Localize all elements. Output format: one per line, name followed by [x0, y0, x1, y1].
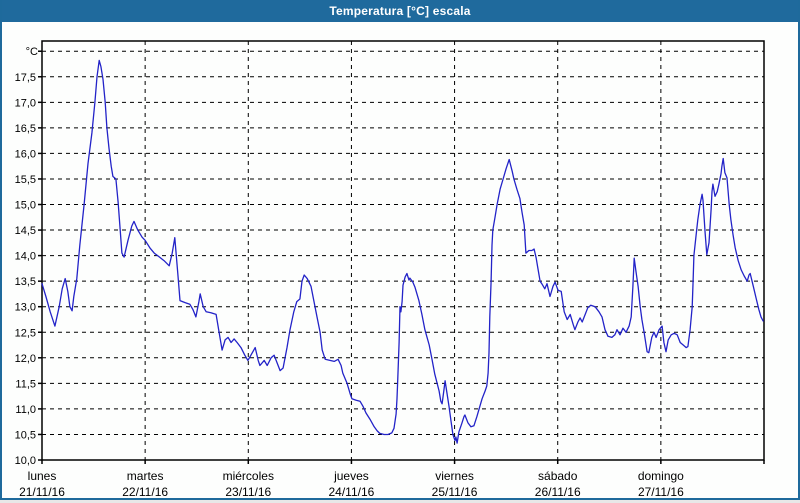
chart-area: 10,0 10,5 11,0 11,5 12,0 12,5 13,0 13,5 14,0 14,5…	[2, 22, 798, 499]
x-axis-date-label: 23/11/16	[225, 485, 271, 498]
y-tick-label: 14,0	[15, 251, 36, 263]
x-axis-date-label: 27/11/16	[638, 485, 684, 498]
y-tick-label: 15,0	[15, 200, 36, 212]
x-axis-date-label: 24/11/16	[329, 485, 375, 498]
x-axis-day-label: martes	[127, 469, 164, 483]
y-axis-unit-label: °C	[26, 46, 38, 58]
x-axis-day-label: jueves	[333, 469, 369, 483]
y-tick-label: 16,5	[15, 123, 36, 135]
x-axis-day-label: sábado	[538, 469, 578, 483]
x-axis-date-label: 25/11/16	[432, 485, 478, 498]
y-tick-label: 10,5	[15, 429, 36, 441]
y-tick-label: 16,0	[15, 148, 36, 160]
x-axis-date-label: 21/11/16	[19, 485, 65, 498]
plot-border	[41, 40, 765, 461]
temperature-line	[41, 59, 764, 444]
x-axis-day-label: viernes	[435, 469, 474, 483]
y-tick-label: 17,5	[15, 72, 36, 84]
y-tick-label: 10,0	[15, 455, 36, 467]
x-axis-day-label: domingo	[638, 469, 684, 483]
y-tick-label: 14,5	[15, 225, 36, 237]
x-axis-date-label: 22/11/16	[122, 485, 168, 498]
temperature-chart: 10,0 10,5 11,0 11,5 12,0 12,5 13,0 13,5 14,0 14,5…	[15, 40, 765, 499]
x-axis-day-label: miércoles	[223, 469, 274, 483]
y-tick-label: 12,5	[15, 327, 36, 339]
x-axis-date-label: 26/11/16	[535, 485, 581, 498]
y-tick-label: 17,0	[15, 97, 36, 109]
y-tick-label: 13,0	[15, 302, 36, 314]
window-title: Temperatura [°C] escala	[329, 4, 471, 18]
x-axis-day-label: lunes	[28, 469, 57, 483]
y-tick-label: 12,0	[15, 353, 36, 365]
y-tick-label: 13,5	[15, 276, 36, 288]
window-title-bar: Temperatura [°C] escala	[2, 0, 798, 22]
y-tick-label: 11,5	[15, 378, 36, 390]
y-tick-label: 11,0	[15, 404, 36, 416]
y-tick-label: 15,5	[15, 174, 36, 186]
